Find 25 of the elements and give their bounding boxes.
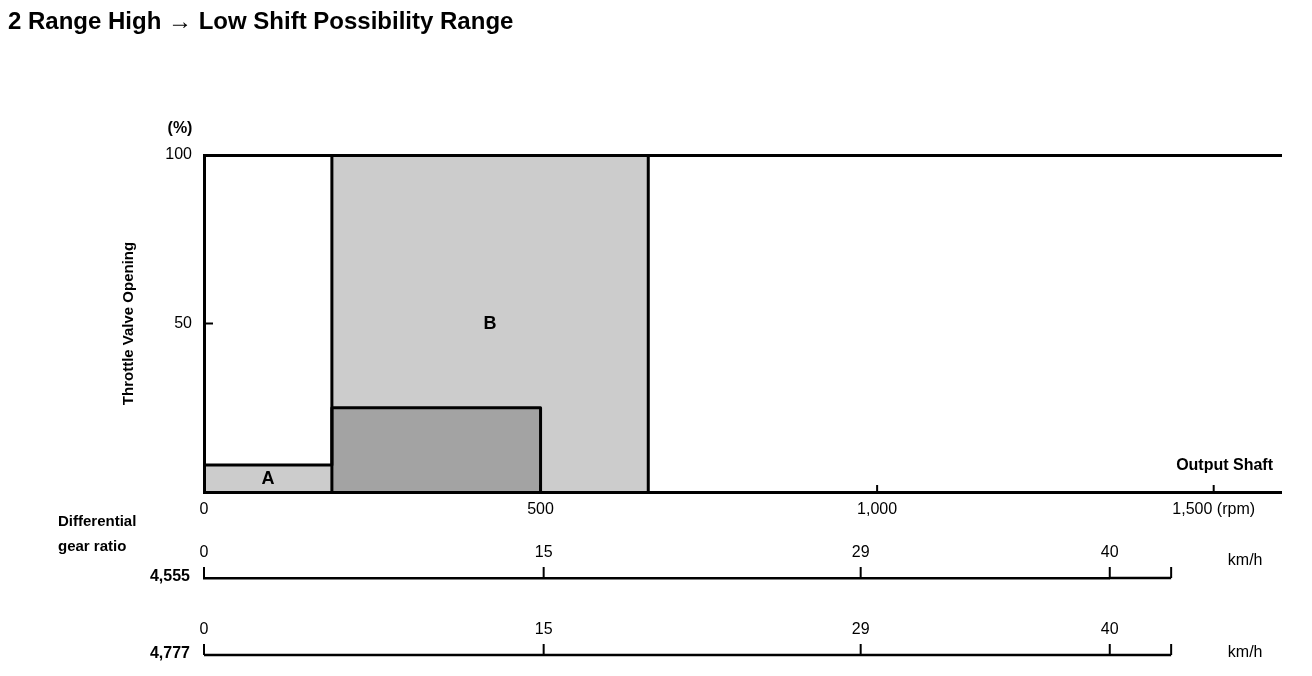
text: 15 bbox=[534, 620, 553, 638]
x-tick-label: 1,500 (rpm) bbox=[1172, 500, 1256, 518]
x-tick-label: 500 bbox=[527, 500, 555, 518]
x2-tick-label: 40 bbox=[1100, 542, 1119, 560]
y-tick-label: 50 bbox=[174, 313, 193, 331]
text: 4,777 bbox=[149, 644, 191, 662]
x2-axis-title: km/h bbox=[1227, 551, 1263, 569]
text: 29 bbox=[851, 620, 870, 638]
x-axis-title: Output Shaft bbox=[1176, 456, 1274, 474]
text: 40 bbox=[1100, 620, 1119, 638]
text: km/h bbox=[1227, 643, 1263, 661]
y-axis-title: Throttle Valve Opening bbox=[119, 241, 137, 406]
text: (%) bbox=[167, 119, 193, 137]
series-label: A bbox=[261, 468, 275, 489]
x2-tick-label: 29 bbox=[851, 542, 870, 560]
x-tick-label: 0 bbox=[199, 500, 209, 518]
text: Differential gear ratio bbox=[58, 512, 137, 555]
x-tick-label: 1,000 bbox=[857, 500, 898, 518]
series-label: B bbox=[483, 313, 497, 334]
chart-title: 2 Range High → Low Shift Possibility Range bbox=[8, 6, 514, 34]
x2-tick-label: 0 bbox=[199, 542, 209, 560]
text: 0 bbox=[199, 620, 209, 638]
text: 4,555 bbox=[149, 567, 191, 585]
x2-tick-label: 15 bbox=[534, 542, 553, 560]
y-tick-label: 100 bbox=[165, 145, 193, 163]
